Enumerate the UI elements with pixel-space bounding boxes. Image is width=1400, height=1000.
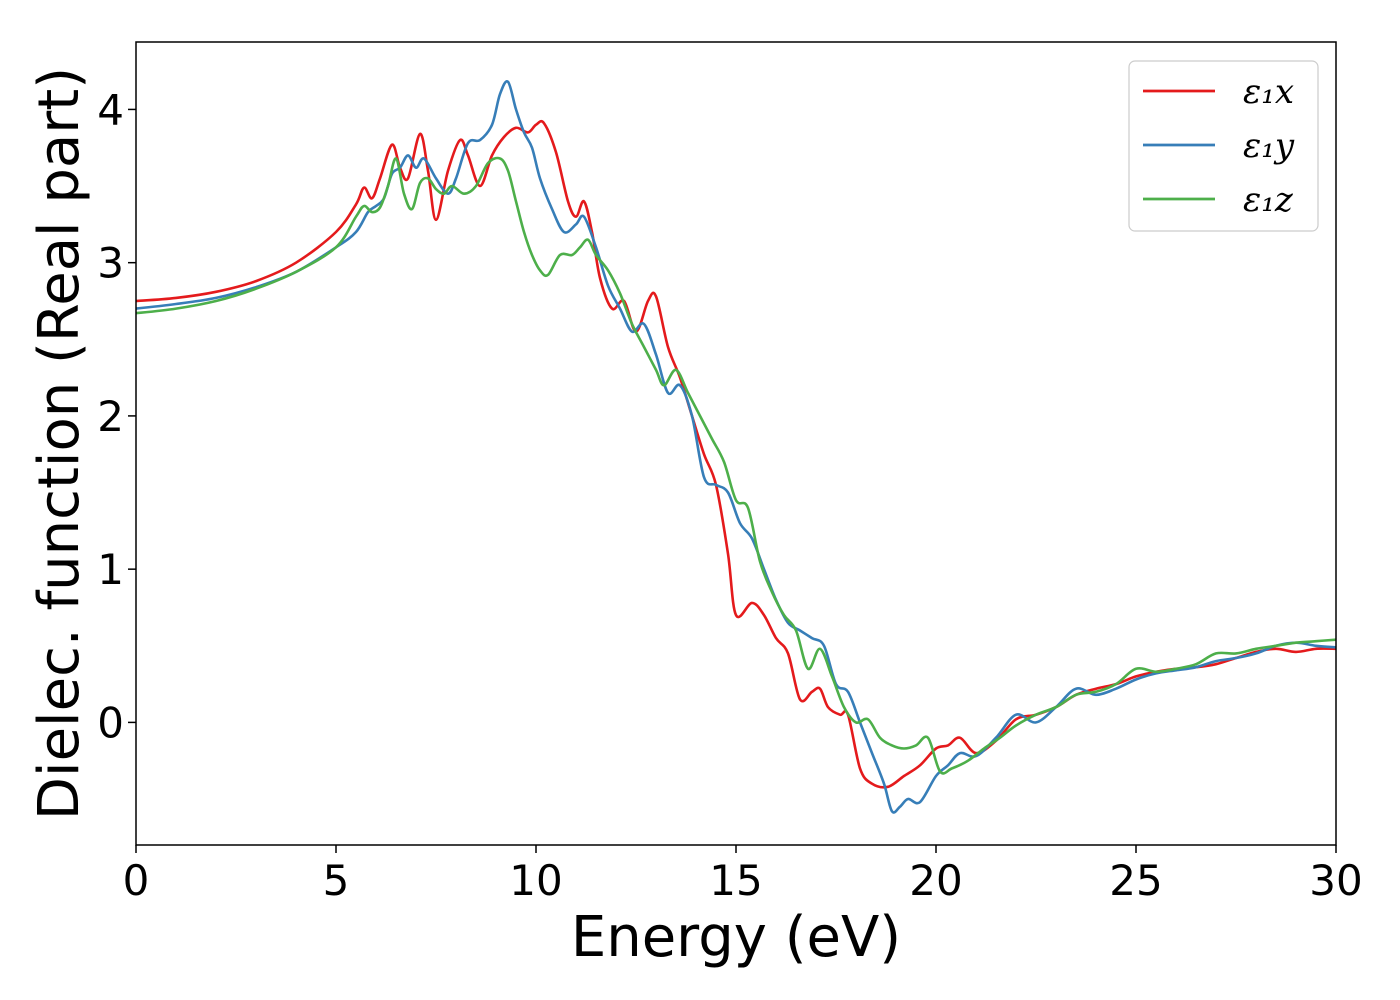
legend-label-2: ε₁y — [1243, 126, 1295, 166]
x-tick-label: 15 — [709, 856, 762, 905]
legend-label-3: ε₁z — [1243, 180, 1294, 220]
x-axis-title: Energy (eV) — [571, 905, 901, 970]
x-tick-label: 5 — [323, 856, 350, 905]
legend-label-1: ε₁x — [1243, 72, 1294, 112]
x-tick-label: 0 — [123, 856, 150, 905]
y-tick-label: 1 — [97, 545, 124, 594]
y-tick-label: 0 — [97, 698, 124, 747]
y-axis-title: Dielec. function (Real part) — [27, 67, 92, 820]
x-axis-ticks: 0 5 10 15 20 25 30 — [123, 845, 1363, 905]
y-axis-ticks: 0 1 2 3 4 — [97, 85, 136, 747]
series-layer — [136, 80, 1336, 814]
series-line-2 — [136, 80, 1336, 814]
y-tick-label: 2 — [97, 392, 124, 441]
x-tick-label: 30 — [1309, 856, 1362, 905]
plot-area — [135, 41, 1337, 846]
series-line-3 — [136, 156, 1336, 775]
legend-box — [1128, 60, 1319, 232]
y-tick-label: 3 — [97, 239, 124, 288]
legend: ε₁x ε₁y ε₁z — [1128, 60, 1319, 232]
x-tick-label: 10 — [509, 856, 562, 905]
x-tick-label: 25 — [1109, 856, 1162, 905]
x-tick-label: 20 — [909, 856, 962, 905]
y-tick-label: 4 — [97, 85, 124, 134]
